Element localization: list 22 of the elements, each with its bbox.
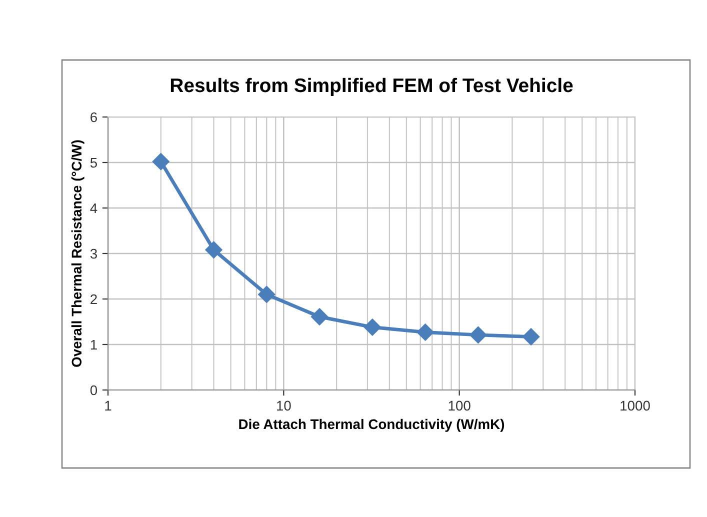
y-axis-title: Overall Thermal Resistance (°C/W)	[71, 140, 84, 367]
x-tick-label: 1	[105, 400, 112, 410]
point	[522, 328, 540, 346]
x-axis-title: Die Attach Thermal Conductivity (W/mK)	[239, 418, 504, 432]
y-tick-label: 0	[90, 385, 98, 396]
x-tick-label: 1000	[620, 400, 650, 411]
point	[205, 241, 222, 258]
point	[258, 286, 276, 303]
chart-title: Results from Simplified FEM of Test Vehicle	[170, 78, 573, 96]
point	[152, 153, 170, 170]
x-tick-label: 10	[277, 400, 291, 411]
point	[416, 324, 434, 341]
y-tick-label: 1	[90, 340, 97, 350]
y-tick-label: 4	[90, 203, 98, 214]
x-tick-label: 100	[448, 400, 470, 411]
point	[364, 318, 381, 336]
y-tick-label: 5	[90, 158, 97, 168]
y-tick-label: 2	[90, 294, 97, 304]
point	[310, 308, 328, 326]
y-tick-label: 3	[90, 248, 97, 259]
y-tick-label: 6	[90, 112, 97, 122]
point	[470, 326, 487, 344]
